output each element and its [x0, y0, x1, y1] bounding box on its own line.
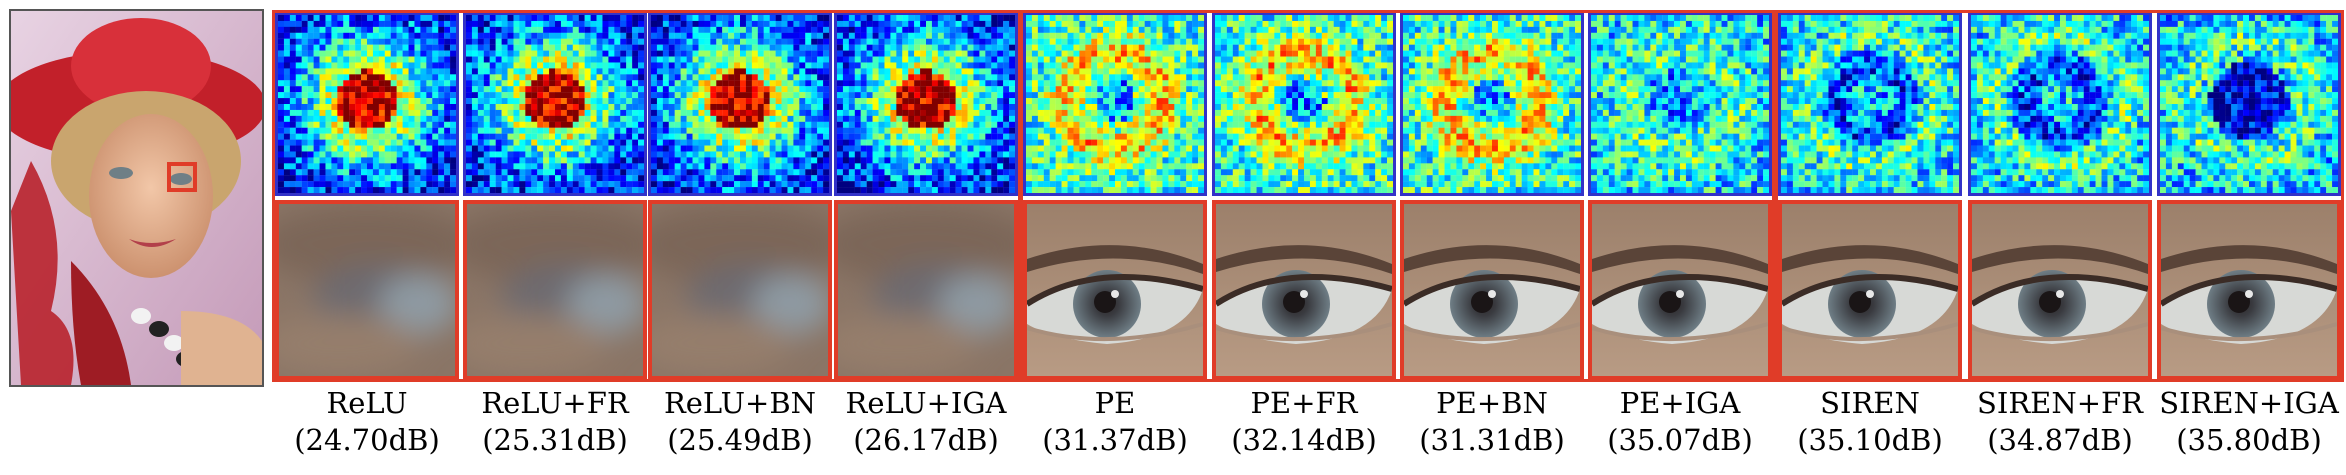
eye-crop-image — [1972, 204, 2148, 376]
eye-crop-image — [1592, 204, 1768, 376]
eye-crop-image — [279, 204, 455, 376]
error-heatmap-image — [837, 15, 1015, 193]
zoom-crop-pe — [1023, 200, 1207, 380]
zoom-crop-pe-bn — [1400, 200, 1584, 380]
method-caption: ReLU+IGA (26.17dB) — [828, 385, 1024, 459]
method-caption: ReLU (24.70dB) — [269, 385, 465, 459]
method-name: ReLU+FR — [481, 386, 629, 420]
error-heatmap-image — [1403, 15, 1581, 193]
zoom-crop-pe-iga — [1588, 200, 1772, 380]
error-map-relu — [275, 12, 459, 196]
psnr-value: (32.14dB) — [1231, 423, 1377, 457]
psnr-value: (31.31dB) — [1419, 423, 1565, 457]
zoom-crop-siren-fr — [1968, 200, 2152, 380]
psnr-value: (35.07dB) — [1607, 423, 1753, 457]
error-heatmap-image — [1215, 15, 1393, 193]
error-map-pe-fr — [1212, 12, 1396, 196]
method-caption: SIREN+IGA (35.80dB) — [2151, 385, 2346, 459]
method-name: SIREN — [1820, 386, 1920, 420]
error-map-pe-iga — [1588, 12, 1772, 196]
psnr-value: (31.37dB) — [1042, 423, 1188, 457]
error-map-relu-bn — [648, 12, 832, 196]
eye-crop-image — [2161, 204, 2337, 376]
method-name: PE+FR — [1250, 386, 1358, 420]
error-map-relu-fr — [463, 12, 647, 196]
psnr-value: (34.87dB) — [1987, 423, 2133, 457]
error-map-relu-iga — [834, 12, 1018, 196]
psnr-value: (25.31dB) — [482, 423, 628, 457]
method-name: ReLU+IGA — [845, 386, 1007, 420]
zoom-crop-relu-fr — [463, 200, 647, 380]
eye-crop-image — [1404, 204, 1580, 376]
psnr-value: (35.80dB) — [2176, 423, 2322, 457]
zoom-crop-relu-iga — [834, 200, 1018, 380]
method-caption: SIREN (35.10dB) — [1772, 385, 1968, 459]
zoom-crop-siren — [1778, 200, 1962, 380]
zoom-box — [167, 162, 197, 192]
psnr-value: (24.70dB) — [294, 423, 440, 457]
eye-crop-image — [1027, 204, 1203, 376]
zoom-crop-relu — [275, 200, 459, 380]
method-name: PE+IGA — [1619, 386, 1741, 420]
method-name: PE — [1094, 386, 1136, 420]
error-map-siren-iga — [2157, 12, 2341, 196]
method-name: SIREN+IGA — [2159, 386, 2339, 420]
method-caption: PE+IGA (35.07dB) — [1582, 385, 1778, 459]
error-heatmap-image — [466, 15, 644, 193]
eye-crop-image — [1216, 204, 1392, 376]
error-heatmap-image — [2160, 15, 2338, 193]
error-heatmap-image — [1971, 15, 2149, 193]
zoom-crop-pe-fr — [1212, 200, 1396, 380]
eye-crop-image — [838, 204, 1014, 376]
error-map-siren — [1778, 12, 1962, 196]
error-heatmap-image — [651, 15, 829, 193]
portrait-image — [11, 11, 262, 385]
method-caption: PE (31.37dB) — [1017, 385, 1213, 459]
zoom-crop-siren-iga — [2157, 200, 2341, 380]
error-map-siren-fr — [1968, 12, 2152, 196]
error-map-pe — [1023, 12, 1207, 196]
method-caption: SIREN+FR (34.87dB) — [1962, 385, 2158, 459]
psnr-value: (25.49dB) — [667, 423, 813, 457]
error-heatmap-image — [278, 15, 456, 193]
error-heatmap-image — [1026, 15, 1204, 193]
reference-portrait — [9, 9, 264, 387]
zoom-crop-relu-bn — [648, 200, 832, 380]
method-caption: PE+BN (31.31dB) — [1394, 385, 1590, 459]
method-name: PE+BN — [1436, 386, 1548, 420]
eye-crop-image — [1782, 204, 1958, 376]
eye-crop-image — [467, 204, 643, 376]
error-heatmap-image — [1781, 15, 1959, 193]
method-name: ReLU — [326, 386, 408, 420]
psnr-value: (26.17dB) — [853, 423, 999, 457]
method-name: ReLU+BN — [663, 386, 817, 420]
psnr-value: (35.10dB) — [1797, 423, 1943, 457]
error-heatmap-image — [1591, 15, 1769, 193]
eye-crop-image — [652, 204, 828, 376]
method-name: SIREN+FR — [1977, 386, 2143, 420]
error-map-pe-bn — [1400, 12, 1584, 196]
method-caption: ReLU+BN (25.49dB) — [642, 385, 838, 459]
method-caption: ReLU+FR (25.31dB) — [457, 385, 653, 459]
method-caption: PE+FR (32.14dB) — [1206, 385, 1402, 459]
